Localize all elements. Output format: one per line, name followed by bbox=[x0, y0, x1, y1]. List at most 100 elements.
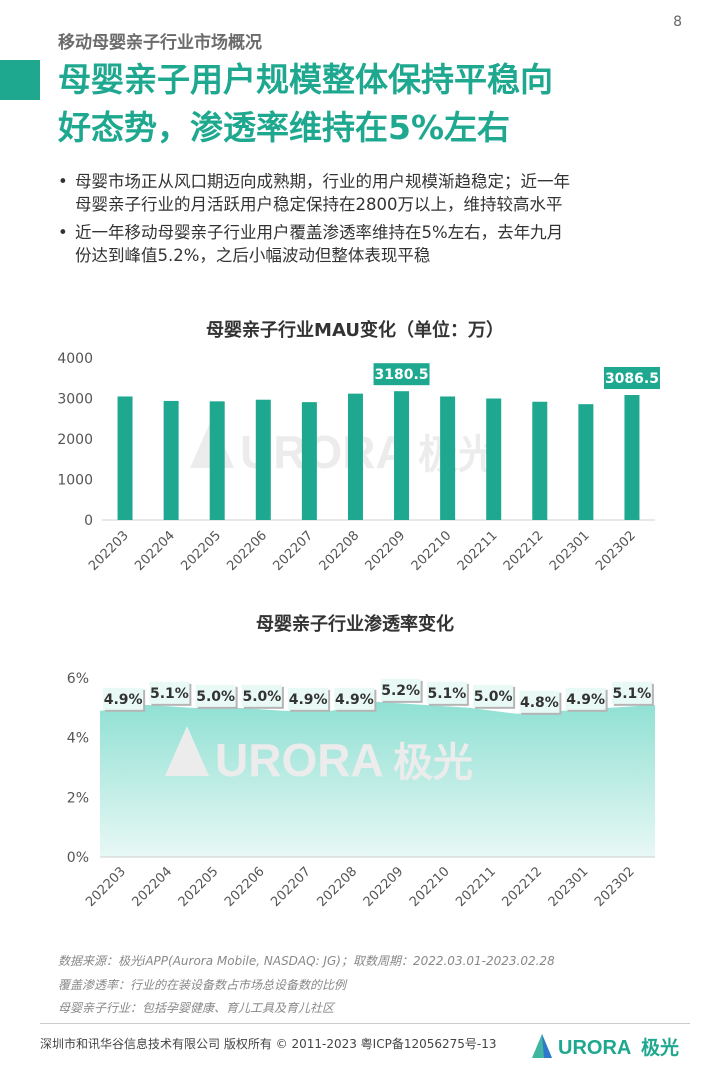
penetration-area bbox=[100, 701, 655, 857]
data-label-box bbox=[103, 687, 144, 710]
x-tick-label: 202302 bbox=[593, 528, 639, 574]
data-label: 3180.5 bbox=[375, 367, 429, 383]
x-tick-label: 202205 bbox=[176, 864, 222, 910]
x-tick-label: 202209 bbox=[361, 864, 407, 910]
watermark-icon bbox=[165, 726, 209, 776]
bullet-item: • 母婴市场正从风口期迈向成熟期，行业的用户规模渐趋稳定；近一年 母婴亲子行业的… bbox=[58, 170, 688, 216]
y-tick-label: 2000 bbox=[57, 432, 93, 448]
chart-title: 母婴亲子行业MAU变化（单位：万） bbox=[206, 319, 504, 341]
mau-bar-chart: 母婴亲子行业MAU变化（单位：万）URORA 极光0100020003000400… bbox=[57, 319, 660, 574]
data-label: 5.0% bbox=[474, 689, 513, 705]
x-tick-label: 202210 bbox=[407, 864, 453, 910]
x-tick-label: 202206 bbox=[224, 528, 270, 574]
brand-text: URORA bbox=[558, 1037, 631, 1059]
section-title: 移动母婴亲子行业市场概况 bbox=[58, 33, 262, 53]
x-tick-label: 202204 bbox=[132, 528, 178, 574]
page-number: 8 bbox=[673, 14, 682, 30]
data-label: 4.9% bbox=[566, 692, 605, 708]
data-label-box bbox=[473, 684, 514, 707]
headline-line-1: 母婴亲子用户规模整体保持平稳向 bbox=[58, 60, 553, 99]
x-tick-label: 202203 bbox=[86, 528, 132, 574]
data-label: 4.9% bbox=[104, 692, 143, 708]
industry-definition-note: 母婴亲子行业：包括孕婴健康、育儿工具及育儿社区 bbox=[58, 1001, 335, 1015]
aurora-watermark: URORA 极光 bbox=[165, 726, 473, 786]
data-label-box bbox=[288, 687, 329, 710]
data-label: 3086.5 bbox=[605, 371, 659, 387]
data-label-box bbox=[519, 690, 560, 713]
data-label: 5.0% bbox=[242, 689, 281, 705]
y-tick-label: 0 bbox=[84, 513, 93, 529]
data-label: 4.9% bbox=[289, 692, 328, 708]
bullet-line: 份达到峰值5.2%，之后小幅波动但整体表现平稳 bbox=[75, 246, 431, 265]
y-tick-label: 1000 bbox=[57, 473, 93, 489]
bar bbox=[532, 401, 548, 520]
y-tick-label: 4% bbox=[67, 731, 89, 747]
bullet-item: • 近一年移动母婴亲子行业用户覆盖渗透率维持在5%左右，去年九月 份达到峰值5.… bbox=[58, 221, 688, 267]
watermark-text: URORA bbox=[215, 734, 384, 786]
bullet-list: • 母婴市场正从风口期迈向成熟期，行业的用户规模渐趋稳定；近一年 母婴亲子行业的… bbox=[58, 170, 688, 272]
data-label-box bbox=[611, 681, 652, 704]
data-label: 5.1% bbox=[612, 686, 651, 702]
x-tick-label: 202211 bbox=[455, 528, 501, 574]
bullet-line: 母婴市场正从风口期迈向成熟期，行业的用户规模渐趋稳定；近一年 bbox=[75, 172, 570, 191]
data-label-box bbox=[241, 684, 282, 707]
bar bbox=[394, 391, 410, 520]
chart-title: 母婴亲子行业渗透率变化 bbox=[256, 613, 454, 635]
data-label: 5.1% bbox=[427, 686, 466, 702]
x-tick-label: 202208 bbox=[317, 528, 363, 574]
brand-cn: 极光 bbox=[641, 1036, 679, 1059]
x-tick-label: 202302 bbox=[592, 864, 638, 910]
y-tick-label: 4000 bbox=[57, 351, 93, 367]
data-label-box bbox=[565, 687, 606, 710]
x-tick-label: 202301 bbox=[546, 864, 592, 910]
data-label-box bbox=[334, 687, 375, 710]
bar bbox=[301, 402, 317, 520]
x-tick-label: 202207 bbox=[270, 528, 316, 574]
bar bbox=[347, 393, 363, 520]
x-tick-label: 202204 bbox=[129, 864, 175, 910]
bar bbox=[624, 394, 640, 520]
aurora-brand-logo: URORA 极光 bbox=[532, 1034, 679, 1059]
bar bbox=[486, 398, 502, 520]
footer-divider bbox=[40, 1023, 690, 1024]
data-label: 5.0% bbox=[196, 689, 235, 705]
data-label: 4.8% bbox=[520, 695, 559, 711]
bar bbox=[209, 401, 225, 520]
watermark-text-cn: 极光 bbox=[418, 432, 498, 478]
y-tick-label: 3000 bbox=[57, 392, 93, 408]
accent-bar bbox=[0, 60, 40, 100]
x-tick-label: 202205 bbox=[178, 528, 224, 574]
watermark-text-cn: 极光 bbox=[393, 740, 473, 786]
bullet-dot: • bbox=[58, 172, 68, 191]
copyright-text: 深圳市和讯华谷信息技术有限公司 版权所有 © 2011-2023 粤ICP备12… bbox=[40, 1037, 497, 1051]
bar bbox=[440, 396, 456, 520]
data-label: 5.1% bbox=[150, 686, 189, 702]
y-tick-label: 2% bbox=[67, 790, 89, 806]
data-label-box bbox=[195, 684, 236, 707]
data-label-box bbox=[149, 681, 190, 704]
headline: 母婴亲子用户规模整体保持平稳向 好态势，渗透率维持在5%左右 bbox=[58, 56, 688, 152]
x-tick-label: 202209 bbox=[363, 528, 409, 574]
data-source-note: 数据来源：极光iAPP(Aurora Mobile, NASDAQ: JG)；取… bbox=[58, 954, 555, 968]
data-label-box bbox=[603, 366, 660, 389]
penetration-area-chart: 母婴亲子行业渗透率变化 0% 2% 4% 6% URORA 极光 202203 4.9% 2022… bbox=[67, 613, 655, 910]
y-tick-label: 0% bbox=[67, 850, 89, 866]
x-tick-label: 202210 bbox=[409, 528, 455, 574]
penetration-definition-note: 覆盖渗透率：行业的在装设备数占市场总设备数的比例 bbox=[58, 978, 347, 992]
data-label: 4.9% bbox=[335, 692, 374, 708]
bar bbox=[163, 400, 179, 520]
headline-line-2: 好态势，渗透率维持在5%左右 bbox=[58, 108, 511, 147]
x-tick-label: 202211 bbox=[453, 864, 499, 910]
x-tick-label: 202206 bbox=[222, 864, 268, 910]
data-label: 5.2% bbox=[381, 683, 420, 699]
bar bbox=[578, 404, 594, 520]
data-label-box bbox=[373, 363, 430, 386]
x-tick-label: 202207 bbox=[268, 864, 314, 910]
x-tick-label: 202212 bbox=[499, 864, 545, 910]
data-label-box bbox=[380, 678, 421, 701]
y-tick-label: 6% bbox=[67, 671, 89, 687]
data-label-box bbox=[426, 681, 467, 704]
bar bbox=[117, 396, 133, 520]
bullet-line: 近一年移动母婴亲子行业用户覆盖渗透率维持在5%左右，去年九月 bbox=[75, 223, 564, 242]
x-tick-label: 202301 bbox=[547, 528, 593, 574]
